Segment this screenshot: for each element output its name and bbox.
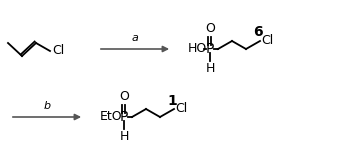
Text: Cl: Cl [261, 34, 273, 48]
Text: 1: 1 [167, 94, 177, 108]
Text: H: H [119, 130, 129, 143]
Text: P: P [206, 42, 214, 56]
Text: 6: 6 [253, 25, 263, 39]
Text: b: b [43, 101, 51, 111]
Text: Cl: Cl [52, 45, 64, 57]
Text: P: P [120, 110, 128, 124]
Text: O: O [205, 22, 215, 35]
Text: O: O [119, 90, 129, 103]
Text: a: a [132, 33, 138, 43]
Text: EtO: EtO [100, 111, 122, 123]
Text: H: H [205, 62, 215, 75]
Text: Cl: Cl [175, 102, 187, 116]
Text: HO: HO [188, 43, 207, 55]
